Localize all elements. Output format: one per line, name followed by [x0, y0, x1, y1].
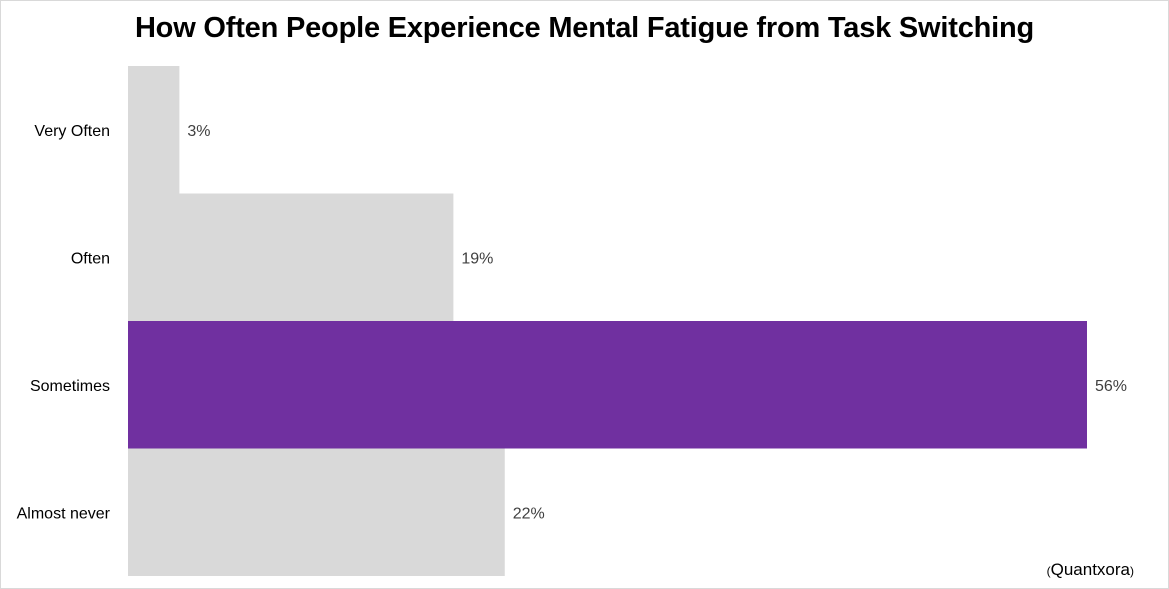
value-label-often: 19%	[461, 250, 493, 267]
source-note: (Quantxora)	[1046, 560, 1134, 579]
value-label-sometimes: 56%	[1095, 378, 1127, 395]
value-label-almost-never: 22%	[513, 505, 545, 522]
category-label-very-often: Very Often	[34, 123, 110, 140]
value-label-very-often: 3%	[187, 123, 210, 140]
chart-title: How Often People Experience Mental Fatig…	[134, 12, 1035, 44]
category-label-sometimes: Sometimes	[30, 378, 110, 395]
bars-layer	[128, 66, 1087, 576]
bar-very-often	[128, 66, 180, 194]
category-label-often: Often	[71, 250, 110, 267]
bar-often	[128, 193, 454, 321]
bar-sometimes	[128, 321, 1087, 449]
source-text: Quantxora	[1050, 560, 1130, 579]
bar-almost-never	[128, 448, 505, 576]
category-label-almost-never: Almost never	[17, 505, 111, 522]
labels-layer: Very Often 3% Often 19% Sometimes 56% Almost n…	[17, 123, 1127, 523]
